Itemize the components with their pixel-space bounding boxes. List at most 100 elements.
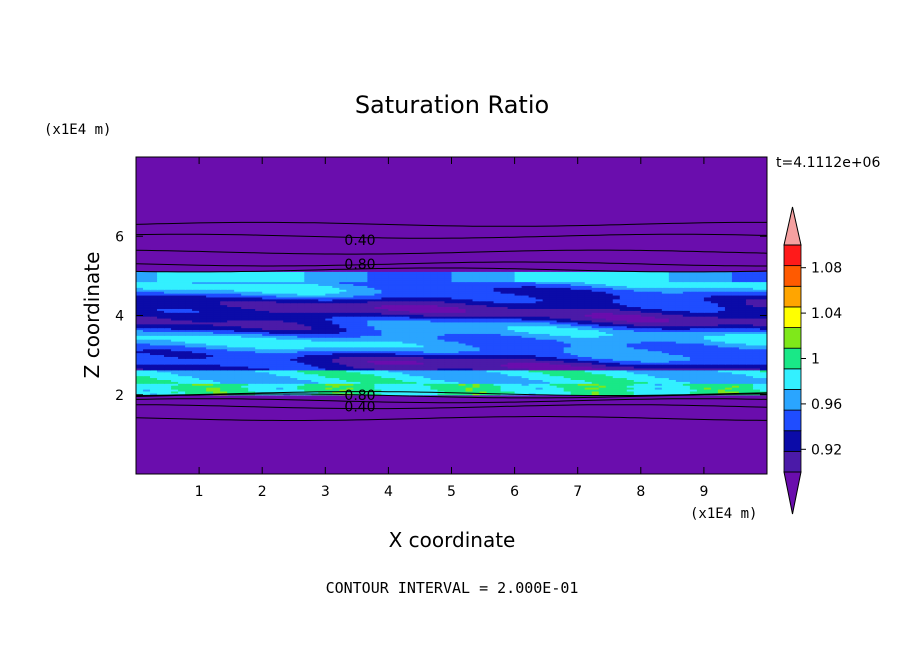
field-cell (381, 314, 389, 317)
field-cell (605, 321, 614, 325)
field-cell (262, 289, 270, 292)
field-cell (255, 360, 263, 363)
field-cell (479, 383, 488, 386)
field-cell (619, 308, 628, 311)
field-cell (241, 362, 249, 365)
field-cell (451, 373, 460, 377)
field-cell (640, 312, 649, 315)
field-cell (248, 300, 256, 304)
field-cell (269, 379, 277, 382)
field-cell (199, 321, 207, 325)
field-cell (591, 362, 600, 365)
field-cell (262, 354, 270, 357)
field-cell (570, 327, 579, 331)
field-cell (472, 379, 481, 382)
field-cell (360, 369, 368, 373)
field-cell (528, 365, 537, 369)
field-cell (234, 385, 242, 388)
field-cell (500, 371, 509, 375)
field-cell (409, 375, 418, 379)
field-cell (451, 385, 460, 388)
field-cell (290, 367, 298, 371)
field-cell (577, 317, 586, 321)
field-cell (514, 350, 523, 354)
field-cell (703, 354, 712, 357)
field-cell (220, 348, 228, 352)
field-cell (493, 289, 502, 292)
field-cell (388, 327, 397, 331)
field-cell (234, 387, 242, 390)
field-cell (346, 325, 354, 329)
field-cell (388, 392, 397, 396)
field-cell (640, 296, 649, 300)
field-cell (500, 362, 509, 365)
field-cell (416, 323, 425, 327)
field-cell (269, 377, 277, 380)
field-cell (164, 377, 172, 380)
field-cell (486, 327, 495, 331)
field-cell (675, 365, 684, 369)
field-cell (360, 342, 368, 346)
field-cell (563, 364, 572, 367)
field-cell (682, 346, 691, 350)
field-cell (255, 308, 263, 311)
field-cell (493, 304, 502, 308)
field-cell (136, 321, 144, 325)
field-cell (444, 327, 453, 331)
field-cell (164, 327, 172, 331)
field-cell (514, 346, 523, 350)
field-cell (381, 310, 389, 313)
field-cell (633, 319, 642, 323)
field-cell (745, 289, 754, 292)
field-cell (402, 310, 411, 313)
field-cell (388, 362, 397, 365)
field-cell (563, 312, 572, 315)
field-cell (150, 308, 158, 311)
field-cell (185, 333, 193, 336)
field-cell (325, 381, 333, 384)
field-cell (269, 308, 277, 311)
field-cell (731, 385, 740, 388)
field-cell (696, 390, 705, 394)
field-cell (507, 356, 516, 359)
field-cell (430, 356, 439, 359)
field-cell (367, 379, 375, 382)
field-cell (416, 365, 425, 369)
field-cell (570, 312, 579, 315)
field-cell (521, 331, 530, 334)
field-cell (353, 369, 361, 373)
field-cell (444, 379, 453, 382)
field-cell (213, 364, 221, 367)
field-cell (206, 300, 214, 304)
field-cell (318, 333, 326, 336)
field-cell (136, 298, 144, 302)
field-cell (703, 342, 712, 346)
field-cell (395, 383, 404, 386)
field-cell (577, 300, 586, 304)
field-cell (409, 293, 418, 296)
field-cell (661, 360, 670, 363)
field-cell (178, 390, 186, 394)
field-cell (234, 308, 242, 311)
field-cell (696, 335, 705, 338)
field-cell (717, 308, 726, 311)
field-cell (661, 356, 670, 359)
field-cell (192, 312, 200, 315)
field-cell (213, 291, 221, 294)
field-cell (542, 317, 551, 321)
field-cell (444, 333, 453, 336)
field-cell (199, 323, 207, 327)
field-cell (472, 323, 481, 327)
field-cell (367, 360, 375, 363)
field-cell (192, 362, 200, 365)
field-cell (304, 287, 312, 290)
field-cell (381, 339, 389, 342)
field-cell (507, 294, 516, 298)
field-cell (570, 387, 579, 390)
field-cell (311, 323, 319, 327)
field-cell (213, 298, 221, 302)
field-cell (535, 291, 544, 294)
field-cell (143, 381, 151, 384)
field-cell (479, 317, 488, 321)
field-cell (521, 337, 530, 340)
